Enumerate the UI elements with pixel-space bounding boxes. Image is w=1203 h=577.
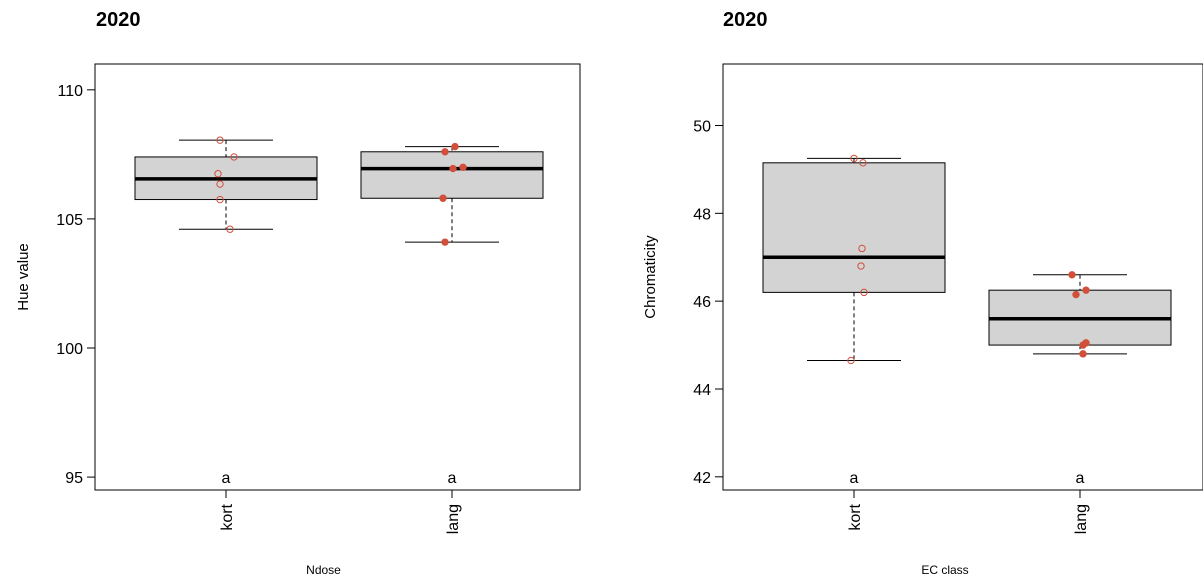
data-point (441, 148, 449, 156)
hue-value-panel: 2020 95 100 105 110 Hue value a a kort lang Ndose (15, 9, 581, 577)
data-point (226, 225, 234, 233)
data-point (860, 288, 868, 297)
y-tick-label: 44 (693, 382, 711, 399)
y-tick-label: 46 (693, 294, 711, 311)
y-tick-label: 110 (57, 83, 83, 100)
y-tick-label: 105 (56, 212, 83, 229)
y-tick-label: 42 (693, 470, 711, 487)
significance-letter: a (850, 470, 859, 487)
significance-letter: a (1076, 470, 1085, 487)
plot-frame (94, 63, 581, 491)
chart-title: 2020 (96, 9, 141, 31)
x-axis-label: Ndose (306, 563, 341, 577)
data-point (216, 195, 224, 204)
x-tick-label-kort: kort (219, 503, 236, 530)
x-tick-label-lang: lang (1073, 504, 1090, 534)
chart-title: 2020 (723, 9, 768, 31)
data-point (451, 142, 459, 151)
box-lang (360, 151, 544, 199)
y-tick-label: 50 (693, 118, 711, 135)
data-point (439, 194, 447, 202)
y-tick-label: 100 (56, 341, 83, 358)
data-point (847, 356, 855, 365)
data-point (230, 153, 238, 161)
data-point (1072, 290, 1080, 299)
data-point (850, 154, 858, 163)
data-point (858, 244, 866, 253)
y-tick-label: 48 (693, 206, 711, 223)
y-axis-label: Hue value (15, 243, 32, 311)
x-tick-label-kort: kort (847, 503, 864, 530)
box-kort (762, 162, 946, 293)
plot-frame (722, 63, 1203, 491)
significance-letter: a (448, 470, 457, 487)
data-point (216, 180, 224, 188)
data-point (1068, 271, 1076, 279)
data-point (1082, 286, 1090, 294)
chromaticity-panel: 2020 42 44 46 48 50 Chromaticity a a kort lang EC c… (642, 9, 1203, 577)
significance-letter: a (222, 470, 231, 487)
data-point (1079, 341, 1087, 349)
data-point (459, 163, 467, 171)
data-point (859, 159, 867, 167)
data-point (1079, 350, 1087, 358)
data-point (214, 170, 222, 178)
x-axis-label: EC class (921, 563, 968, 577)
data-point (449, 164, 457, 173)
data-point (216, 136, 224, 144)
y-axis-label: Chromaticity (642, 235, 659, 319)
data-point (441, 238, 449, 246)
x-tick-label-lang: lang (445, 504, 462, 534)
data-point (857, 262, 865, 270)
y-tick-label: 95 (65, 470, 83, 487)
